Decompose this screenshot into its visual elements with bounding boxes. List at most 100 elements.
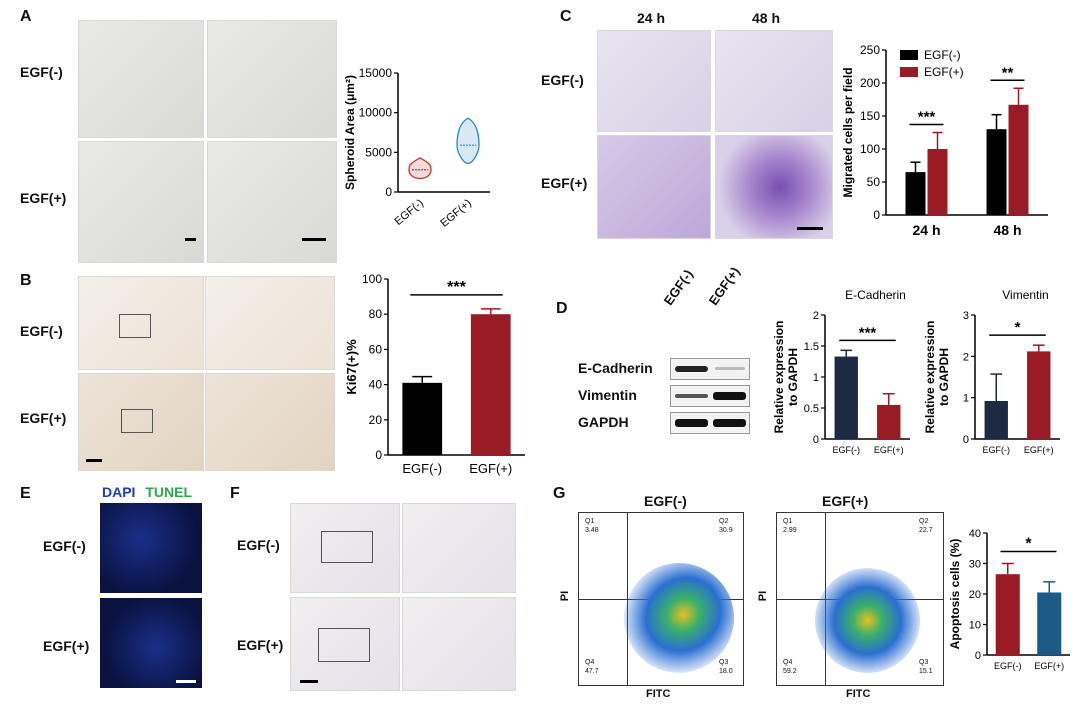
chart-title: Vimentin <box>1002 288 1048 302</box>
y-tick-label: 30 <box>969 559 981 571</box>
panel-label-d: D <box>556 300 568 317</box>
tunel-image-minus <box>100 503 202 593</box>
ihc-image-minus-low <box>290 503 400 593</box>
flow-density <box>601 540 757 696</box>
y-tick-label: 2 <box>813 310 819 322</box>
x-tick-label: EGF(+) <box>874 445 904 455</box>
scale-bar <box>302 238 326 241</box>
significance-label: *** <box>918 109 936 126</box>
row-label-b-plus: EGF(+) <box>20 410 67 426</box>
quadrant-value: 47.7 <box>585 668 599 675</box>
y-axis-label: Relative expressionto GAPDH <box>925 321 951 434</box>
y-tick-label: 80 <box>369 307 383 321</box>
row-label-a-plus: EGF(+) <box>20 190 67 206</box>
stain-label-dapi: DAPI <box>102 484 136 500</box>
quadrant-label: Q4 <box>783 659 793 666</box>
panel-label-f: F <box>230 485 240 502</box>
panel-label-b: B <box>20 272 32 289</box>
row-label-f-minus: EGF(-) <box>237 537 280 553</box>
bar <box>402 382 443 455</box>
y-tick-label: 250 <box>860 43 880 57</box>
bar <box>470 314 511 455</box>
legend-label: EGF(+) <box>924 65 964 79</box>
y-tick-label: 0.5 <box>804 403 819 415</box>
y-axis-label: Spheroid Area (μm²) <box>343 75 357 190</box>
chart-ki67: 0 20 40 60 80 100 Ki67(+)% EGF(-) EGF(+) *** <box>344 272 525 476</box>
row-label-e-plus: EGF(+) <box>43 638 90 654</box>
x-tick-label: 24 h <box>912 222 940 238</box>
x-tick-label: 48 h <box>993 222 1021 238</box>
quadrant-value: 30.9 <box>719 527 733 534</box>
quadrant-label: Q1 <box>585 518 595 525</box>
zoom-box <box>121 409 153 433</box>
y-tick-label: 0 <box>963 434 969 446</box>
quadrant-value: 59.2 <box>783 668 797 675</box>
ihc-image-plus-high <box>402 597 516 691</box>
ihc-image-plus-low <box>290 597 400 691</box>
ki67-image-minus-low <box>78 276 204 370</box>
panel-label-a: A <box>20 8 32 25</box>
scale-bar <box>176 680 196 683</box>
spheroid-image-plus-high <box>207 141 337 263</box>
quadrant-label: Q2 <box>719 518 729 525</box>
scale-bar <box>86 459 102 462</box>
panel-label-g: G <box>553 485 566 502</box>
quadrant-label: Q1 <box>783 518 793 525</box>
significance-label: ** <box>1002 64 1014 81</box>
bar <box>927 149 948 215</box>
y-tick-label: 40 <box>369 378 383 392</box>
bar <box>1027 351 1051 439</box>
legend-swatch <box>900 50 918 60</box>
significance-label: * <box>1015 319 1021 336</box>
quadrant-value: 18.0 <box>719 668 733 675</box>
significance-label: * <box>1025 536 1032 553</box>
spheroid-image-minus-high <box>207 20 337 138</box>
chart-apoptosis: 0 10 20 30 40 Apoptosis cells (%) EGF(-) EGF(+)… <box>948 528 1070 671</box>
quadrant-value: 2.99 <box>783 527 797 534</box>
zoom-box <box>119 314 151 338</box>
scale-bar <box>797 227 823 230</box>
stain-label-container: DAPI TUNEL <box>102 484 192 500</box>
chart-vimentin: 0 1 2 3 Relative expressionto GAPDH EGF(-) EGF… <box>925 288 1060 455</box>
bar <box>834 356 858 439</box>
row-label-f-plus: EGF(+) <box>237 637 284 653</box>
quadrant-label: Q3 <box>719 659 729 666</box>
flow-xlabel-minus: FITC <box>646 688 671 700</box>
chart-ecadherin: 0 0.5 1 1.5 2 Relative expressionto GAPDH EGF(… <box>772 288 910 455</box>
quadrant-label: Q4 <box>585 659 595 666</box>
y-axis-label: Migrated cells per field <box>841 67 855 197</box>
stain-label-tunel: TUNEL <box>145 484 193 500</box>
x-tick-label: EGF(+) <box>438 197 474 230</box>
zoom-box <box>318 628 370 662</box>
blot-ecadherin <box>670 358 750 380</box>
flow-title-plus: EGF(+) <box>822 493 869 509</box>
bar <box>1037 592 1062 655</box>
y-tick-label: 15000 <box>359 66 393 80</box>
y-axis-label: Ki67(+)% <box>344 339 359 395</box>
quadrant-label: Q3 <box>919 659 929 666</box>
quadrant-value: 15.1 <box>919 668 933 675</box>
legend-label: EGF(-) <box>924 48 961 62</box>
bar <box>877 404 901 439</box>
y-tick-label: 1 <box>963 393 969 405</box>
row-label-c-minus: EGF(-) <box>541 72 584 88</box>
blot-label-vimentin: Vimentin <box>578 387 637 403</box>
x-tick-label: EGF(+) <box>1034 661 1064 671</box>
x-tick-label: EGF(-) <box>983 445 1011 455</box>
row-label-b-minus: EGF(-) <box>20 323 63 339</box>
transwell-image-plus-24h <box>597 135 711 239</box>
bar <box>986 129 1007 215</box>
significance-label: *** <box>447 279 466 296</box>
transwell-image-minus-24h <box>597 30 711 132</box>
y-tick-label: 20 <box>369 413 383 427</box>
x-tick-label: EGF(+) <box>1024 445 1054 455</box>
y-tick-label: 0 <box>813 434 819 446</box>
transwell-image-minus-48h <box>715 30 833 132</box>
y-tick-label: 40 <box>969 528 981 540</box>
y-tick-label: 100 <box>860 142 880 156</box>
x-tick-label: EGF(+) <box>469 461 512 476</box>
y-tick-label: 100 <box>362 272 382 286</box>
quadrant-value: 3.48 <box>585 527 599 534</box>
y-tick-label: 2 <box>963 351 969 363</box>
blot-gapdh <box>670 412 750 434</box>
